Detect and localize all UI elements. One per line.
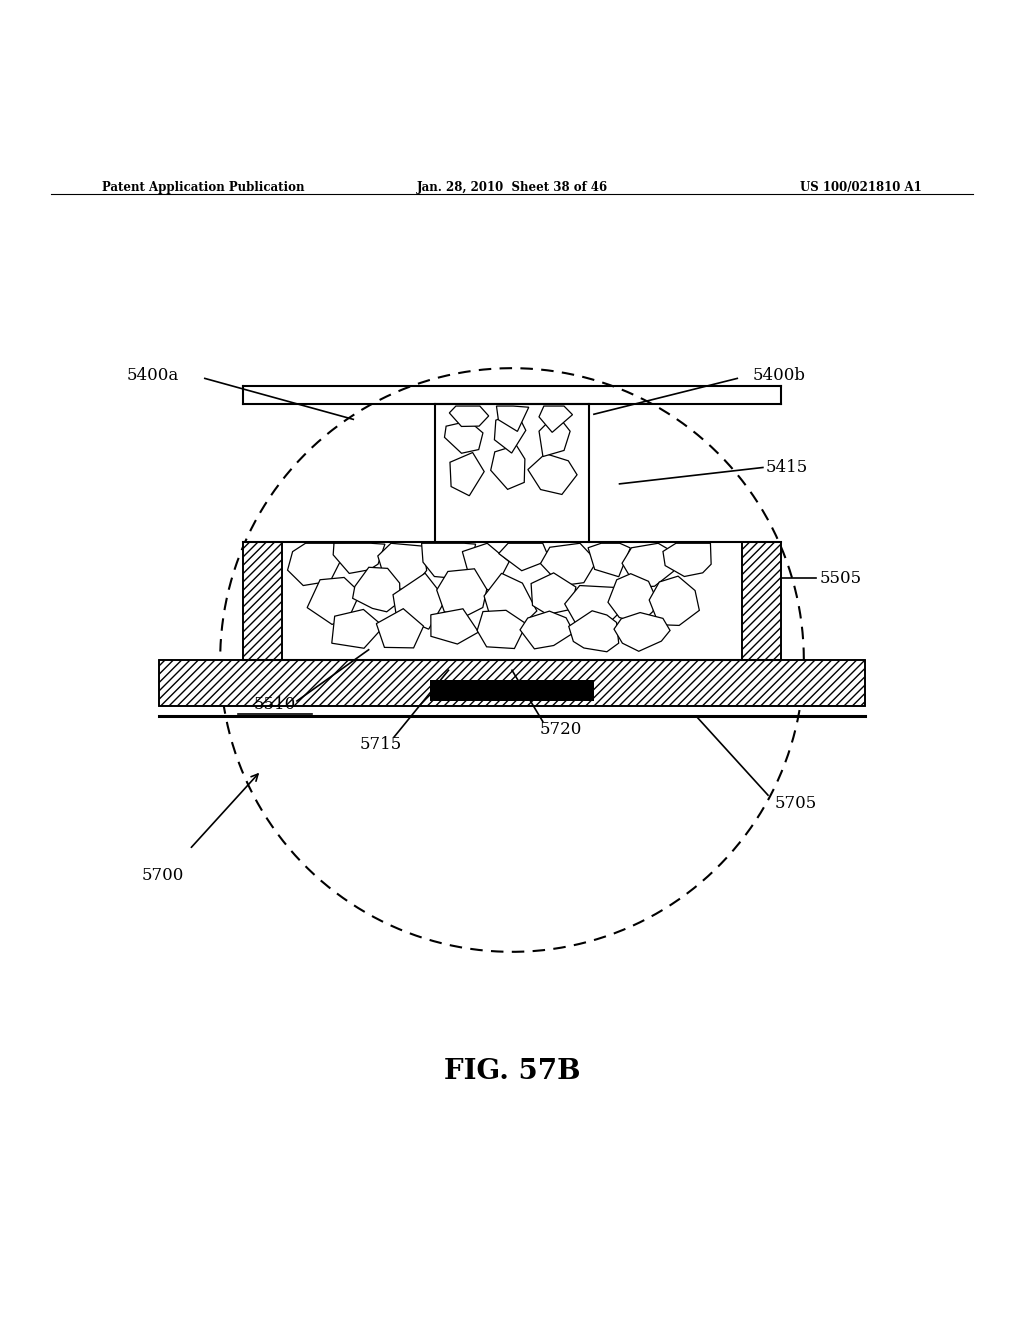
Polygon shape (352, 568, 400, 611)
Polygon shape (463, 544, 509, 591)
Polygon shape (450, 407, 488, 426)
Text: US 100/021810 A1: US 100/021810 A1 (800, 181, 922, 194)
Polygon shape (477, 610, 526, 648)
Polygon shape (484, 573, 537, 632)
Bar (243, 543, 282, 660)
Polygon shape (539, 407, 572, 433)
Polygon shape (436, 569, 486, 615)
Polygon shape (541, 544, 597, 586)
Polygon shape (333, 544, 385, 573)
Polygon shape (495, 412, 525, 453)
Bar (430, 681, 594, 701)
Polygon shape (568, 611, 618, 652)
Text: 5510: 5510 (253, 696, 296, 713)
Bar (159, 660, 865, 706)
Text: FIG. 57B: FIG. 57B (443, 1059, 581, 1085)
Polygon shape (431, 609, 478, 644)
Polygon shape (497, 407, 528, 432)
Polygon shape (564, 586, 622, 630)
Text: 5400b: 5400b (753, 367, 806, 384)
Polygon shape (663, 544, 711, 577)
Text: 5720: 5720 (540, 721, 583, 738)
Polygon shape (288, 544, 342, 586)
Polygon shape (450, 453, 484, 496)
Bar (742, 543, 781, 660)
Text: 5705: 5705 (774, 795, 816, 812)
Polygon shape (444, 421, 483, 453)
Polygon shape (622, 544, 677, 587)
Polygon shape (377, 609, 424, 648)
Polygon shape (332, 610, 384, 648)
Text: Jan. 28, 2010  Sheet 38 of 46: Jan. 28, 2010 Sheet 38 of 46 (417, 181, 607, 194)
Text: 5700: 5700 (141, 866, 183, 883)
Polygon shape (649, 576, 699, 626)
Bar (742, 543, 781, 660)
Polygon shape (614, 612, 670, 651)
Polygon shape (307, 577, 360, 624)
Polygon shape (499, 544, 550, 570)
Polygon shape (527, 454, 578, 495)
Text: Patent Application Publication: Patent Application Publication (102, 181, 305, 194)
Polygon shape (422, 544, 475, 578)
Polygon shape (588, 544, 631, 577)
Polygon shape (393, 573, 445, 630)
Text: 5505: 5505 (819, 570, 861, 586)
Text: 5415: 5415 (766, 459, 808, 477)
Polygon shape (520, 611, 573, 649)
Polygon shape (608, 574, 656, 623)
Bar (243, 543, 282, 660)
Text: 5400a: 5400a (127, 367, 179, 384)
Polygon shape (531, 573, 575, 615)
Polygon shape (539, 413, 570, 457)
Bar (159, 660, 865, 706)
Text: 5715: 5715 (359, 737, 402, 754)
Polygon shape (378, 544, 427, 591)
Polygon shape (490, 445, 525, 490)
